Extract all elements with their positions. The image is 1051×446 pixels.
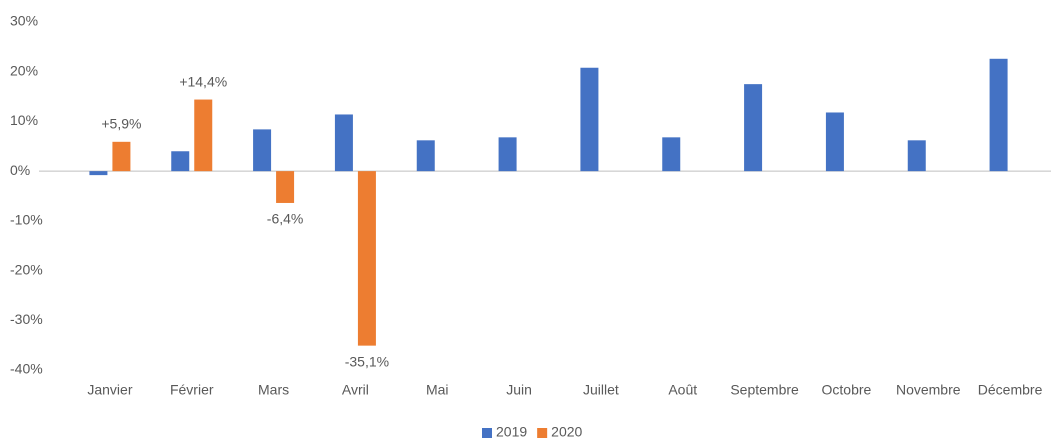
y-tick-label: -10%: [10, 212, 43, 228]
bar: [357, 171, 376, 346]
bar: [744, 84, 763, 172]
bar: [334, 114, 353, 172]
x-tick-label: Mars: [258, 382, 289, 398]
x-tick-label: Février: [170, 382, 214, 398]
bar: [194, 99, 213, 172]
x-tick-label: Avril: [342, 382, 369, 398]
y-tick-label: -20%: [10, 261, 43, 277]
legend-swatch: [537, 428, 548, 438]
y-tick-label: 10%: [10, 112, 38, 128]
x-tick-label: Mai: [426, 382, 449, 398]
legend-label: 2020: [551, 424, 582, 440]
x-tick-label: Août: [668, 382, 697, 398]
bar: [253, 129, 272, 172]
legend-swatch: [482, 428, 492, 438]
x-tick-label: Septembre: [730, 382, 799, 398]
x-tick-label: Juillet: [583, 382, 619, 398]
x-tick-label: Octobre: [822, 382, 872, 398]
x-tick-label: Juin: [506, 382, 532, 398]
bar: [907, 140, 926, 172]
data-label: +14,4%: [179, 73, 227, 89]
legend-label: 2019: [496, 424, 527, 440]
bar: [416, 140, 435, 172]
bar: [112, 141, 131, 172]
data-label: +5,9%: [101, 116, 141, 132]
x-tick-label: Janvier: [87, 382, 132, 398]
y-tick-label: 20%: [10, 62, 38, 78]
bar: [825, 112, 844, 172]
y-tick-label: -30%: [10, 311, 43, 327]
bar: [276, 171, 295, 203]
bar: [498, 137, 517, 172]
data-label: -35,1%: [345, 353, 389, 369]
y-tick-label: 30%: [10, 13, 38, 29]
bar: [662, 137, 681, 172]
bar: [89, 171, 108, 176]
y-tick-label: 0%: [10, 162, 30, 178]
y-tick-label: -40%: [10, 361, 43, 377]
x-tick-label: Décembre: [978, 382, 1043, 398]
bar: [580, 67, 599, 172]
bar: [989, 58, 1008, 172]
x-tick-label: Novembre: [896, 382, 961, 398]
bar: [171, 151, 190, 172]
data-label: -6,4%: [267, 211, 304, 227]
